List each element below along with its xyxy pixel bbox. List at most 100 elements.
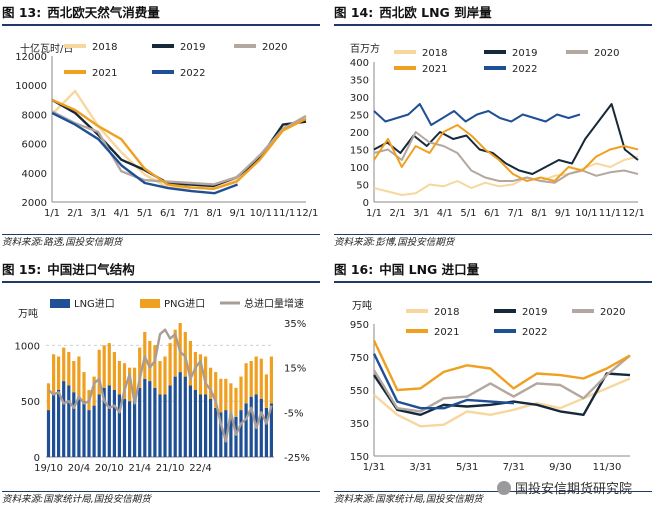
y-tick-label: 500 bbox=[21, 397, 40, 408]
bar-png bbox=[234, 387, 238, 417]
bar-lng bbox=[67, 385, 71, 457]
x-tick-label: 21/4 bbox=[128, 463, 150, 474]
bar-png bbox=[77, 356, 81, 397]
x-tick-label: 10/1 bbox=[575, 208, 597, 219]
panel-china-lng-imports: 图 16: 中国 LNG 进口量 万吨 150 350 550 750 950 1/31 3/3… bbox=[334, 259, 652, 509]
chart-gas-consumption: 十亿瓦时/日 2000 4000 6000 8000 10000 12000 1/1 2/1 3/… bbox=[15, 42, 318, 219]
legend-label: 2020 bbox=[594, 48, 619, 59]
y-tick-label: 2000 bbox=[22, 198, 47, 209]
bar-lng bbox=[122, 398, 127, 457]
legend-label: LNG进口 bbox=[74, 298, 115, 310]
bar-png bbox=[138, 347, 142, 388]
bar-lng bbox=[163, 394, 167, 457]
y-axis-label: 万吨 bbox=[352, 299, 372, 312]
legend-label: 总进口量增速 bbox=[244, 297, 304, 310]
x-tick-label: 19/10 bbox=[34, 463, 63, 474]
series-line-2018 bbox=[373, 377, 631, 428]
bar-lng bbox=[219, 412, 223, 457]
bar-png bbox=[112, 352, 116, 390]
figure-number: 图 16: bbox=[334, 262, 374, 277]
legend-label: 2018 bbox=[434, 307, 459, 318]
x-tick-label: 1/1 bbox=[44, 208, 60, 219]
y-tick-label: 550 bbox=[350, 386, 369, 397]
wechat-icon bbox=[496, 481, 511, 495]
y2-tick-label: -25% bbox=[284, 453, 310, 464]
x-tick-label: 7/1 bbox=[508, 208, 524, 219]
y-tick-label: 300 bbox=[350, 93, 369, 104]
bar-lng bbox=[269, 403, 273, 457]
chart-china-lng-imports: 万吨 150 350 550 750 950 1/31 3/31 5/31 7/31 9/30 11/… bbox=[350, 299, 631, 473]
bar-png bbox=[52, 354, 56, 395]
bar-png bbox=[57, 356, 61, 390]
bar-png bbox=[173, 329, 177, 377]
bar-png bbox=[46, 383, 51, 411]
y2-tick-label: 35% bbox=[284, 319, 306, 330]
bar-png bbox=[219, 378, 223, 413]
y-tick-label: 150 bbox=[350, 146, 369, 157]
x-tick-label: 6/1 bbox=[160, 208, 176, 219]
legend-label: 2019 bbox=[522, 307, 547, 318]
panel-china-import-structure: 图 15: 中国进口气结构 万吨 0 500 1000 -25% -5% 15% 35% 19/1… bbox=[2, 259, 320, 509]
bar-lng bbox=[102, 387, 106, 457]
y-tick-label: 350 bbox=[350, 76, 369, 87]
bar-lng bbox=[107, 385, 111, 457]
bar-png bbox=[163, 356, 167, 395]
legend-label: 2022 bbox=[522, 327, 547, 338]
series-line-2021 bbox=[373, 124, 639, 182]
bar-lng bbox=[209, 398, 213, 457]
legend-swatch bbox=[50, 299, 70, 308]
bar-lng bbox=[112, 390, 116, 457]
bar-png bbox=[158, 361, 162, 395]
y-tick-label: 8000 bbox=[22, 110, 47, 121]
panel-gas-consumption: 图 13: 西北欧天然气消费量 十亿瓦时/日 2000 4000 6000 8000 100… bbox=[2, 2, 320, 252]
y-tick-label: 12000 bbox=[15, 52, 47, 63]
bar-png bbox=[148, 340, 152, 382]
watermark: 国投安信期货研究院 bbox=[496, 478, 632, 497]
x-tick-label: 9/30 bbox=[549, 462, 571, 473]
bar-lng bbox=[117, 394, 121, 457]
bar-lng bbox=[264, 407, 268, 457]
bar-png bbox=[168, 343, 172, 386]
bar-lng bbox=[188, 385, 192, 457]
x-tick-label: 1/31 bbox=[363, 462, 385, 473]
series-line-2022 bbox=[373, 103, 581, 126]
bar-png bbox=[239, 376, 243, 411]
series-line-2019 bbox=[373, 103, 639, 175]
figure-title: 中国 LNG 进口量 bbox=[379, 262, 480, 277]
x-tick-label: 22/4 bbox=[189, 463, 211, 474]
x-tick-label: 6/1 bbox=[484, 208, 500, 219]
bar-png bbox=[133, 367, 137, 397]
bar-lng bbox=[244, 403, 248, 457]
legend-label: 2021 bbox=[434, 327, 459, 338]
bar-png bbox=[209, 367, 213, 399]
y-tick-label: 0 bbox=[34, 453, 40, 464]
bar-png bbox=[244, 363, 248, 404]
series-line-2020 bbox=[373, 131, 639, 184]
bar-png bbox=[72, 361, 76, 393]
y-tick-label: 1000 bbox=[15, 341, 40, 352]
x-tick-label: 10/1 bbox=[250, 208, 272, 219]
bar-lng bbox=[173, 376, 177, 457]
series-line-2022 bbox=[372, 353, 515, 410]
bar-png bbox=[264, 374, 268, 408]
y-tick-label: 150 bbox=[350, 452, 369, 463]
bar-png bbox=[198, 354, 203, 395]
bar-png bbox=[214, 372, 218, 408]
bar-lng bbox=[259, 398, 263, 457]
x-tick-label: 5/1 bbox=[137, 208, 153, 219]
y-tick-label: 6000 bbox=[22, 140, 47, 151]
bar-lng bbox=[62, 381, 66, 457]
x-tick-label: 21/10 bbox=[156, 463, 185, 474]
series-line-2021 bbox=[372, 339, 631, 392]
bar-lng bbox=[153, 387, 157, 457]
bar-png bbox=[204, 356, 208, 395]
bar-lng bbox=[239, 410, 243, 457]
bar-png bbox=[117, 361, 121, 395]
x-tick-label: 11/1 bbox=[273, 208, 295, 219]
figure-number: 图 14: bbox=[334, 5, 374, 20]
figure-number: 图 15: bbox=[2, 262, 42, 277]
bar-png bbox=[107, 343, 111, 386]
legend-swatch bbox=[140, 299, 160, 308]
series-line-2020 bbox=[372, 354, 631, 413]
source-note: 资料来源:路透,国投安信期货 bbox=[2, 234, 320, 251]
